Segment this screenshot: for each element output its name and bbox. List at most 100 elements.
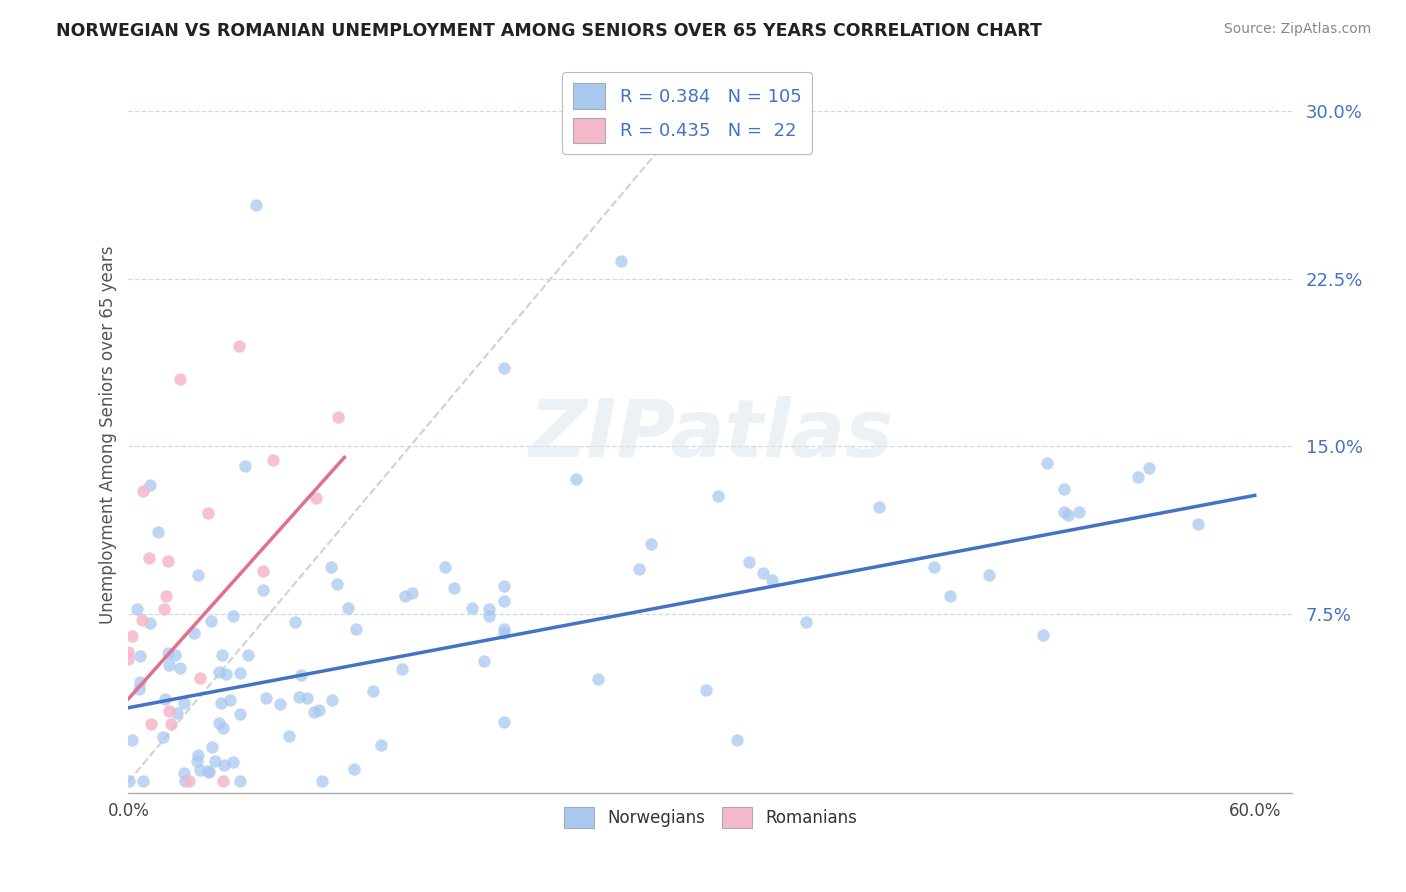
Point <box>169 661 191 675</box>
Point <box>132 774 155 789</box>
Point <box>308 703 330 717</box>
Point <box>211 774 233 789</box>
Point <box>370 738 392 752</box>
Point <box>218 693 240 707</box>
Point <box>433 560 456 574</box>
Point <box>153 601 176 615</box>
Point <box>187 747 209 762</box>
Point <box>321 560 343 574</box>
Point <box>201 739 224 754</box>
Point <box>132 483 155 498</box>
Point <box>492 622 515 636</box>
Point <box>472 654 495 668</box>
Point <box>190 764 212 778</box>
Point <box>609 253 631 268</box>
Point <box>1056 508 1078 522</box>
Point <box>269 697 291 711</box>
Point <box>183 626 205 640</box>
Point <box>228 707 250 722</box>
Point <box>131 613 153 627</box>
Point <box>1053 505 1076 519</box>
Point <box>868 500 890 514</box>
Point <box>117 645 139 659</box>
Point <box>337 601 360 615</box>
Point <box>157 704 180 718</box>
Point <box>640 536 662 550</box>
Point <box>478 608 501 623</box>
Point <box>233 459 256 474</box>
Point <box>229 666 252 681</box>
Point <box>200 614 222 628</box>
Point <box>401 586 423 600</box>
Point <box>343 763 366 777</box>
Point <box>128 674 150 689</box>
Point <box>229 774 252 789</box>
Point <box>236 648 259 662</box>
Point <box>121 629 143 643</box>
Point <box>283 615 305 630</box>
Point <box>492 594 515 608</box>
Point <box>394 589 416 603</box>
Point <box>361 683 384 698</box>
Point <box>586 672 609 686</box>
Point <box>254 691 277 706</box>
Point <box>443 582 465 596</box>
Point <box>305 491 328 505</box>
Point <box>492 361 515 376</box>
Point <box>222 608 245 623</box>
Point <box>211 648 233 663</box>
Point <box>153 691 176 706</box>
Point <box>139 478 162 492</box>
Point <box>278 729 301 743</box>
Point <box>160 717 183 731</box>
Point <box>209 696 232 710</box>
Point <box>695 683 717 698</box>
Point <box>344 623 367 637</box>
Point <box>627 562 650 576</box>
Point <box>1067 505 1090 519</box>
Point <box>188 671 211 685</box>
Point <box>148 525 170 540</box>
Point <box>221 755 243 769</box>
Point <box>751 566 773 581</box>
Legend: Norwegians, Romanians: Norwegians, Romanians <box>557 801 863 834</box>
Point <box>186 755 208 769</box>
Point <box>492 579 515 593</box>
Point <box>328 409 350 424</box>
Point <box>208 665 231 679</box>
Point <box>321 693 343 707</box>
Point <box>1035 456 1057 470</box>
Point <box>208 716 231 731</box>
Point <box>129 648 152 663</box>
Point <box>938 589 960 603</box>
Point <box>245 197 267 211</box>
Point <box>128 681 150 696</box>
Point <box>761 573 783 587</box>
Point <box>302 706 325 720</box>
Text: Source: ZipAtlas.com: Source: ZipAtlas.com <box>1223 22 1371 37</box>
Point <box>156 554 179 568</box>
Point <box>478 602 501 616</box>
Point <box>212 721 235 735</box>
Point <box>228 338 250 352</box>
Point <box>156 646 179 660</box>
Point <box>125 602 148 616</box>
Point <box>492 715 515 730</box>
Point <box>288 690 311 705</box>
Point <box>214 758 236 772</box>
Point <box>169 372 191 386</box>
Point <box>1137 460 1160 475</box>
Text: ZIPatlas: ZIPatlas <box>527 396 893 474</box>
Point <box>460 601 482 615</box>
Point <box>1126 470 1149 484</box>
Point <box>177 774 200 789</box>
Point <box>297 690 319 705</box>
Point <box>197 506 219 520</box>
Point <box>166 706 188 721</box>
Point <box>138 551 160 566</box>
Point <box>174 774 197 789</box>
Point <box>155 589 177 603</box>
Point <box>326 576 349 591</box>
Point <box>157 658 180 673</box>
Point <box>252 583 274 598</box>
